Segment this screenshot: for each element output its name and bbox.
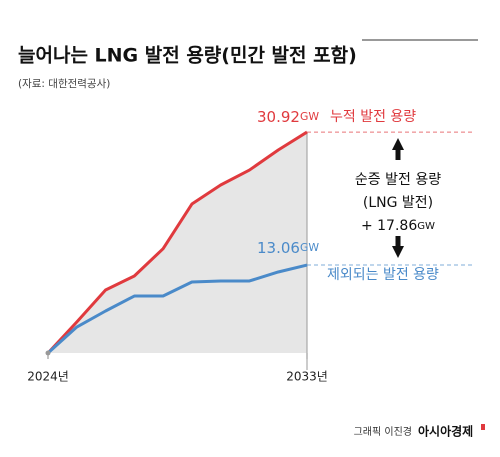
credit: 그래픽 이진경	[354, 425, 412, 438]
annotation: (LNG 발전)	[363, 195, 433, 211]
series-label: 누적 발전 용량	[330, 109, 416, 125]
chart-title: 늘어나는 LNG 발전 용량(민간 발전 포함)	[18, 45, 357, 67]
arrow-up	[392, 138, 404, 160]
series-label: 제외되는 발전 용량	[327, 267, 439, 283]
start-dot	[45, 350, 51, 356]
value-label: 30.92GW	[257, 108, 319, 126]
annotation: + 17.86GW	[361, 218, 435, 234]
source: (자료: 대한전력공사)	[18, 78, 110, 90]
x-tick-label: 2024년	[27, 370, 69, 384]
value-label: 13.06GW	[257, 239, 319, 257]
area-fill	[48, 132, 307, 353]
series-line	[46, 263, 308, 355]
x-tick-label: 2033년	[286, 370, 328, 384]
annotation: 순증 발전 용량	[355, 172, 441, 188]
publisher: 아시아경제	[418, 424, 473, 439]
series-line	[46, 130, 308, 355]
arrow-down	[392, 236, 404, 258]
publisher-icon	[481, 424, 485, 430]
